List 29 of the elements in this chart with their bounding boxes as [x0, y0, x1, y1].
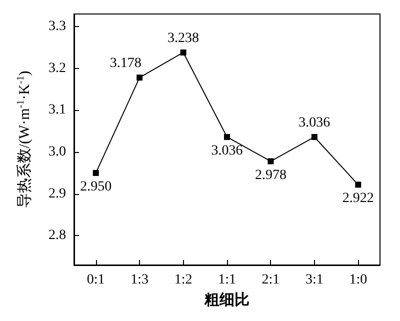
data-label: 2.950: [80, 179, 112, 194]
y-axis-title: 导热系数/(W·m-1·K-1): [16, 70, 33, 208]
data-label: 2.978: [254, 168, 286, 183]
y-tick-label: 3.3: [48, 19, 66, 34]
y-tick-label: 2.9: [48, 186, 66, 202]
data-label: 3.178: [110, 56, 142, 72]
y-tick-label: 3.1: [48, 102, 66, 118]
x-tick-label: 1:0: [349, 272, 368, 288]
x-tick-label: 1:1: [218, 272, 236, 288]
y-tick-label: 2.8: [48, 228, 66, 244]
y-tick-label: 3.0: [48, 144, 66, 160]
point: [224, 134, 230, 140]
y-tick-label: 3.2: [48, 60, 66, 76]
point: [92, 170, 99, 176]
x-tick-label: 0:1: [86, 272, 105, 288]
x-axis-title: 粗细比: [204, 292, 250, 308]
point: [355, 182, 362, 188]
data-label: 3.238: [168, 30, 200, 46]
x-tick-label: 2:1: [262, 272, 280, 288]
data-label: 3.036: [211, 143, 243, 158]
point: [136, 74, 143, 81]
point: [180, 49, 186, 56]
x-tick-label: 3:1: [305, 272, 324, 288]
point: [268, 158, 274, 164]
x-tick-label: 1:3: [130, 272, 149, 288]
data-label: 3.036: [298, 115, 330, 130]
x-tick-label: 1:2: [174, 272, 192, 288]
data-label: 2.922: [342, 191, 374, 206]
point: [311, 134, 318, 140]
